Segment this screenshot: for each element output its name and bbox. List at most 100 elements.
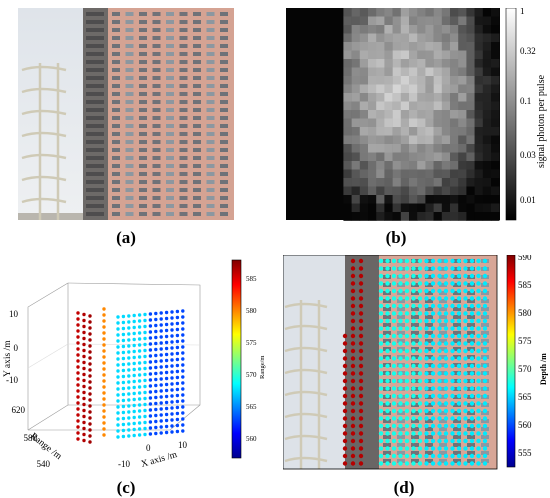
scatter-point [121, 416, 126, 421]
window [425, 315, 433, 319]
heatmap-cell [417, 76, 426, 85]
heatmap-cell [491, 101, 500, 111]
building-photo [18, 8, 234, 220]
window [481, 299, 489, 303]
window [467, 419, 475, 423]
scatter-point [181, 369, 185, 373]
heatmap-cell [392, 93, 402, 102]
window [220, 68, 228, 72]
heatmap-cell [458, 67, 467, 77]
depth-point [350, 266, 356, 271]
depth-point [463, 431, 468, 436]
depth-point [476, 311, 481, 316]
depth-point [443, 266, 449, 271]
scatter-point [88, 344, 92, 348]
window [411, 427, 419, 431]
depth-point [450, 363, 455, 369]
scatter-point [170, 334, 174, 338]
heatmap-cell [343, 135, 352, 145]
depth-point [391, 258, 397, 264]
window [112, 12, 120, 16]
scatter-point [143, 402, 147, 407]
depth-point [469, 273, 475, 279]
depth-point [443, 273, 449, 279]
depth-point [424, 431, 429, 436]
window [439, 323, 447, 327]
window [139, 100, 147, 104]
scatter-point [127, 416, 131, 420]
depth-point [476, 401, 481, 406]
depth-point [378, 438, 384, 444]
heatmap-cell [376, 84, 385, 94]
scatter-point [116, 363, 120, 367]
heatmap-cell [368, 16, 377, 26]
heatmap-cell [474, 169, 484, 179]
depth-point [482, 318, 488, 324]
heatmap-cell [343, 110, 352, 119]
window [86, 12, 104, 16]
window [193, 124, 201, 128]
depth-point [358, 266, 364, 271]
window [112, 76, 120, 80]
scatter-point [127, 326, 131, 330]
scatter-point [102, 433, 106, 437]
depth-point [385, 258, 390, 264]
scatter-point [164, 394, 169, 399]
heatmap-cell [384, 50, 393, 60]
heatmap-cell [474, 25, 484, 34]
window [86, 132, 104, 136]
depth-point [424, 453, 429, 459]
heatmap-cell [441, 50, 451, 60]
depth-point [437, 281, 442, 286]
scatter-point [76, 317, 80, 321]
heatmap-cell [417, 25, 426, 34]
window [439, 291, 447, 295]
depth-point [411, 401, 416, 406]
heatmap-cell [384, 127, 393, 136]
depth-point [378, 386, 384, 391]
scatter-point [127, 314, 131, 318]
window [425, 323, 433, 327]
scatter-point [170, 412, 174, 416]
heatmap-cell [409, 101, 418, 111]
heatmap-cell [409, 84, 418, 94]
depth-point [404, 311, 410, 316]
window [220, 92, 228, 96]
window [139, 36, 147, 40]
depth-point [456, 393, 462, 399]
depth-point [342, 401, 348, 406]
heatmap-cell [425, 152, 434, 162]
window [206, 156, 215, 160]
ladder-rung [21, 109, 67, 116]
window [193, 156, 201, 160]
depth-point [482, 416, 488, 421]
heatmap-cell [409, 127, 418, 136]
heatmap-cell [433, 169, 443, 179]
scatter-point [159, 347, 163, 351]
caption-c: (c) [116, 478, 136, 497]
depth-point [424, 281, 429, 286]
window [166, 68, 174, 72]
heatmap-cell [425, 67, 434, 77]
heatmap-cell [482, 76, 492, 85]
depth-point [482, 273, 488, 279]
depth-point [443, 423, 449, 429]
depth-point [476, 378, 481, 384]
depth-point [398, 311, 403, 316]
depth-point [437, 273, 442, 279]
depth-point [437, 266, 442, 271]
depth-point [411, 266, 416, 271]
window [397, 427, 405, 431]
scatter-point [137, 397, 142, 401]
depth-point [482, 303, 488, 309]
heatmap-cell [433, 203, 443, 213]
window [112, 84, 120, 88]
heatmap-cell [343, 59, 352, 68]
depth-point [456, 371, 462, 376]
scatter-point [154, 311, 158, 316]
heatmap-cell [474, 212, 484, 221]
heatmap-cell [450, 195, 459, 204]
window [425, 291, 433, 295]
heatmap-cell [409, 42, 418, 51]
depth-point [342, 363, 348, 369]
